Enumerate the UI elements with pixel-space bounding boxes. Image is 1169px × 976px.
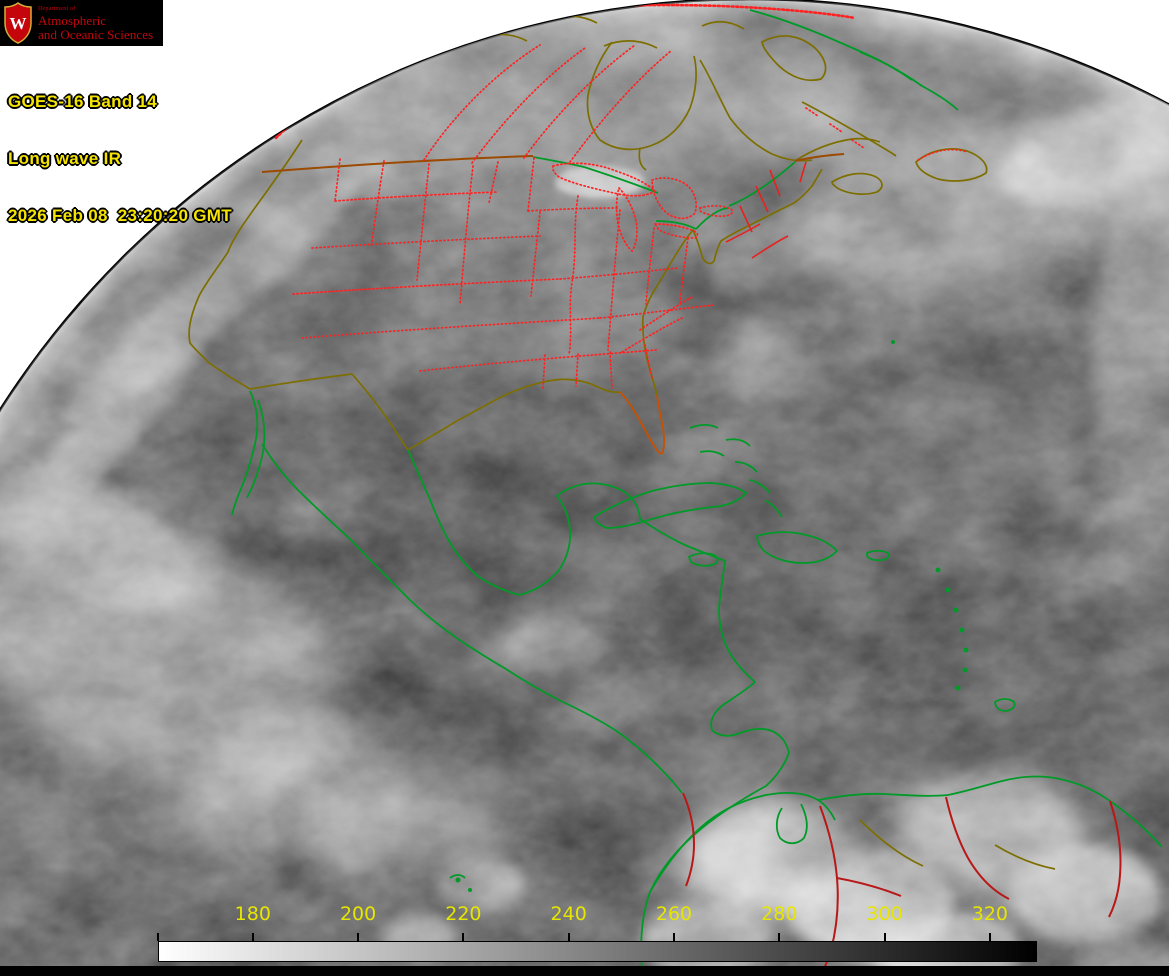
header-title-block: GOES-16 Band 14 Long wave IR 2026 Feb 08…: [8, 54, 232, 263]
colorbar-tick: [883, 933, 886, 941]
colorbar-gradient: [158, 941, 1037, 962]
title-timestamp: 2026 Feb 08 23:20:20 GMT: [8, 206, 232, 225]
logo-text: Department of Atmospheric and Oceanic Sc…: [38, 6, 153, 41]
logo-department: Department of: [38, 5, 76, 12]
colorbar-tick-label: 240: [550, 903, 587, 925]
logo-name-line-2: and Oceanic Sciences: [38, 26, 154, 42]
state-borders-solid: [725, 161, 807, 259]
colorbar-tick: [778, 933, 781, 941]
colorbar-tick: [357, 933, 360, 941]
colorbar-tick: [462, 933, 465, 941]
colorbar-tick-label: 220: [445, 903, 482, 925]
colorbar-tick-label: 320: [971, 903, 1009, 925]
colorbar-edge-tick: [157, 933, 159, 941]
title-channel: Long wave IR: [8, 149, 122, 168]
colorbar-tick: [673, 933, 675, 941]
south-america-borders: [682, 792, 1122, 976]
colorbar-tick-label: 300: [866, 903, 903, 925]
title-satellite-band: GOES-16 Band 14: [8, 92, 158, 111]
colorbar-tick: [251, 933, 254, 941]
colorbar-tick-label: 180: [234, 903, 271, 925]
colorbar-tick-label: 260: [655, 903, 693, 925]
us-canada-border: [261, 153, 845, 173]
logo-name-line-1: Atmospheric: [38, 12, 107, 28]
colorbar-tick: [988, 933, 991, 941]
florida-coast: [619, 391, 665, 455]
colorbar-tick: [567, 933, 570, 941]
colorbar-tick-label: 200: [339, 903, 377, 925]
bottom-black-strip: [0, 966, 1169, 976]
logo-banner: W Department of Atmospheric and Oceanic …: [0, 0, 163, 46]
colorbar-tick-label: 280: [761, 903, 798, 925]
crest-letter: W: [10, 14, 27, 33]
uw-crest-icon: W: [4, 2, 32, 44]
